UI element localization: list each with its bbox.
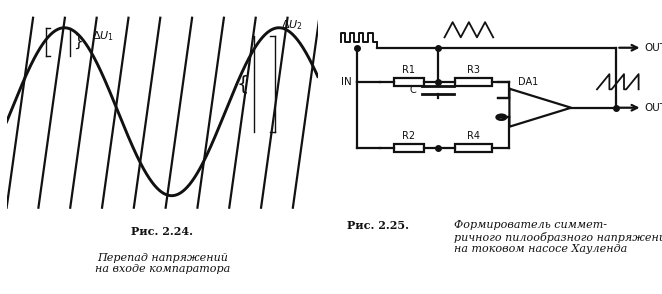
Text: $\Delta U_1$: $\Delta U_1$ <box>92 29 114 43</box>
Text: IN: IN <box>342 77 352 87</box>
Text: OUT2: OUT2 <box>644 103 662 113</box>
Bar <box>455 143 493 152</box>
Text: {: { <box>237 74 250 93</box>
Text: Перепад напряжений
на входе компаратора: Перепад напряжений на входе компаратора <box>95 253 230 274</box>
Text: Рис. 2.25.: Рис. 2.25. <box>347 220 409 231</box>
Text: R2: R2 <box>402 131 416 141</box>
Text: Рис. 2.24.: Рис. 2.24. <box>131 226 193 238</box>
Text: R4: R4 <box>467 131 480 141</box>
Text: Формирователь симмет-
ричного пилообразного напряжения
на токовом насосе Хауленд: Формирователь симмет- ричного пилообразн… <box>454 220 662 254</box>
Bar <box>394 143 424 152</box>
Text: C: C <box>409 85 416 95</box>
Text: $\Delta U_2$: $\Delta U_2$ <box>281 18 303 32</box>
Text: R1: R1 <box>402 65 415 75</box>
Text: DA1: DA1 <box>518 77 538 87</box>
Text: R3: R3 <box>467 65 480 75</box>
Text: }: } <box>73 34 83 49</box>
Bar <box>455 78 493 86</box>
Text: OUT1: OUT1 <box>644 43 662 53</box>
Bar <box>394 78 424 86</box>
